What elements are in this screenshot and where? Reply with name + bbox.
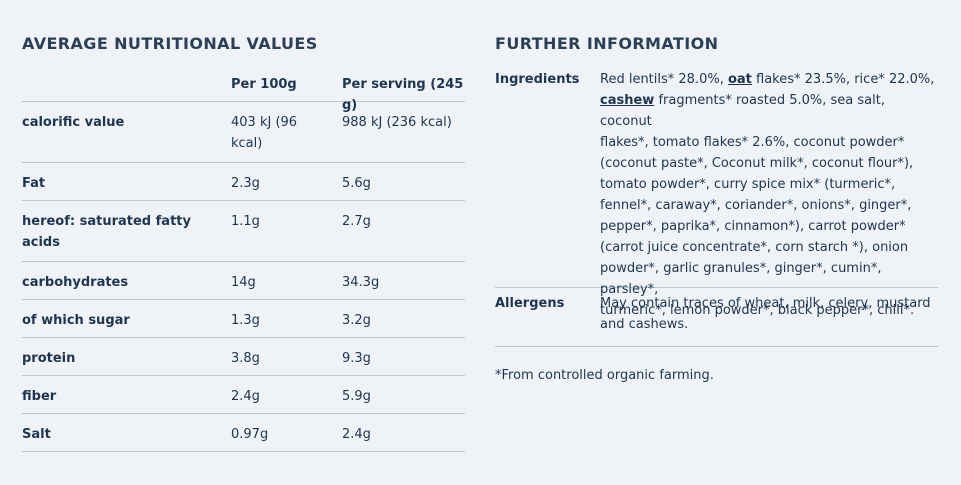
table-row: hereof: saturated fatty acids 1.1g 2.7g	[22, 201, 465, 262]
nutrient-name: carbohydrates	[22, 275, 129, 290]
nutrition-title: AVERAGE NUTRITIONAL VALUES	[22, 34, 318, 53]
nutrient-name: protein	[22, 351, 76, 366]
nutrition-table: Per 100g Per serving (245 g) calorific v…	[22, 64, 465, 452]
value-per-100g: 1.3g	[231, 313, 260, 328]
value-per-100g: 0.97g	[231, 427, 269, 442]
value-per-serving: 9.3g	[342, 351, 371, 366]
table-header-row: Per 100g Per serving (245 g)	[22, 64, 465, 113]
value-per-100g: 3.8g	[231, 351, 260, 366]
ingredients-label: Ingredients	[495, 72, 580, 87]
column-header-per-100g: Per 100g	[231, 77, 297, 92]
table-row: of which sugar 1.3g 3.2g	[22, 300, 465, 338]
table-row: Salt 0.97g 2.4g	[22, 414, 465, 452]
nutrient-name: of which sugar	[22, 313, 130, 328]
nutrient-name: calorific value	[22, 115, 125, 130]
value-per-100g: 2.3g	[231, 176, 260, 191]
table-row: protein 3.8g 9.3g	[22, 338, 465, 376]
allergens-label: Allergens	[495, 296, 565, 311]
organic-footnote: *From controlled organic farming.	[495, 368, 714, 383]
table-row: carbohydrates 14g 34.3g	[22, 262, 465, 300]
value-per-serving: 5.9g	[342, 389, 371, 404]
cashew-link[interactable]: cashew	[600, 93, 655, 108]
value-per-serving: 988 kJ (236 kcal)	[342, 115, 452, 130]
ingredients-text-part: flakes* 23.5%, rice* 22.0%,	[756, 72, 935, 87]
ingredients-text-part: Red lentils* 28.0%,	[600, 72, 728, 87]
further-info-table: Ingredients Red lentils* 28.0%, oat flak…	[495, 64, 938, 347]
value-per-100g: 1.1g	[231, 214, 260, 229]
ingredients-text-part: fragments* roasted 5.0%, sea salt, cocon…	[600, 93, 915, 318]
nutrient-name: Fat	[22, 176, 46, 191]
ingredients-row: Ingredients Red lentils* 28.0%, oat flak…	[495, 64, 938, 318]
table-row: Fat 2.3g 5.6g	[22, 163, 465, 201]
column-header-per-serving: Per serving (245 g)	[342, 77, 464, 113]
oat-link[interactable]: oat	[727, 72, 752, 87]
value-per-100g: 2.4g	[231, 389, 260, 404]
allergens-row: Allergens May contain traces of wheat, m…	[495, 288, 938, 347]
allergens-text: May contain traces of wheat, milk, celer…	[600, 296, 931, 332]
value-per-serving: 5.6g	[342, 176, 371, 191]
value-per-serving: 3.2g	[342, 313, 371, 328]
nutrient-name: hereof: saturated fatty acids	[22, 214, 191, 250]
table-row: fiber 2.4g 5.9g	[22, 376, 465, 414]
value-per-serving: 2.7g	[342, 214, 371, 229]
ingredients-text: Red lentils* 28.0%, oat flakes* 23.5%, r…	[600, 69, 938, 321]
further-info-title: FURTHER INFORMATION	[495, 34, 719, 53]
value-per-100g: 403 kJ (96 kcal)	[231, 115, 298, 151]
nutrient-name: fiber	[22, 389, 57, 404]
table-row: calorific value 403 kJ (96 kcal) 988 kJ (2…	[22, 102, 465, 163]
value-per-serving: 34.3g	[342, 275, 380, 290]
value-per-100g: 14g	[231, 275, 256, 290]
value-per-serving: 2.4g	[342, 427, 371, 442]
nutrient-name: Salt	[22, 427, 51, 442]
